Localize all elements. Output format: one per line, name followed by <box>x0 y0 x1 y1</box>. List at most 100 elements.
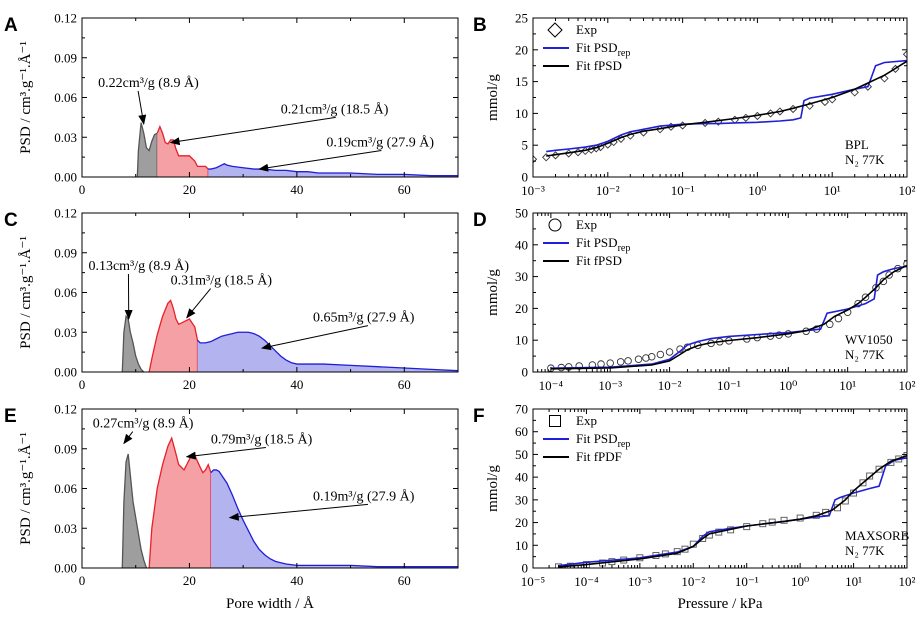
x-tick-label: 10⁻³ <box>521 183 545 198</box>
legend-label-psd-rep: Fit PSDrep <box>576 235 630 254</box>
y-tick-label: 5 <box>522 138 529 153</box>
area-blue <box>208 163 458 177</box>
panel-b: B 0 5 10 15 20 25 10⁻³ 10⁻² 10⁻¹ 10⁰ 10¹ 10² mmol/g Ex… <box>473 11 916 199</box>
y-tick-label: 30 <box>515 269 528 284</box>
x-tick-label: 10² <box>899 574 916 589</box>
exp-point <box>903 452 907 460</box>
y-tick-label: 30 <box>515 492 528 507</box>
exp-point <box>854 299 862 308</box>
y-tick-label: 0.06 <box>54 90 77 105</box>
x-tick-label: 0 <box>79 573 86 588</box>
curve-grey <box>121 314 145 372</box>
y-tick-label: 0.09 <box>54 50 77 65</box>
y-axis-label: PSD / cm³.g⁻¹.Å⁻¹ <box>18 432 34 545</box>
sample-condition: N₂ 77K <box>845 543 885 558</box>
exp-point <box>866 472 874 480</box>
y-tick-label: 0 <box>522 365 529 380</box>
x-tick-label: 10⁻² <box>681 574 705 589</box>
annotation-arrow <box>123 431 134 445</box>
panel-letter: B <box>473 15 487 36</box>
x-tick-label: 60 <box>398 377 411 392</box>
x-tick-label: 60 <box>398 182 411 197</box>
legend-label-fpsd: Fit fPSD <box>576 58 622 73</box>
area-blue <box>197 332 458 372</box>
exp-point <box>903 260 907 268</box>
x-tick-label: 10⁻⁴ <box>539 378 564 393</box>
curve-red <box>148 436 212 568</box>
annotation-label: 0.27cm³/g (8.9 Å) <box>93 416 194 432</box>
annotation-label: 0.19m³/g (27.9 Å) <box>313 488 415 504</box>
annotation-label: 0.79m³/g (18.5 Å) <box>211 431 313 447</box>
fit-psd-rep-line <box>546 59 907 153</box>
fit-fpsd-line <box>550 264 907 370</box>
legend-label-exp: Exp <box>576 22 597 37</box>
exp-point <box>841 497 849 505</box>
exp-point <box>850 88 859 97</box>
x-tick-label: 10⁰ <box>748 183 766 198</box>
y-tick-label: 0.12 <box>54 11 77 26</box>
exp-point <box>624 357 632 365</box>
curve-blue <box>197 331 458 372</box>
y-tick-label: 0.00 <box>54 365 77 380</box>
exp-point <box>880 74 889 83</box>
annotation-arrow <box>137 90 147 125</box>
y-tick-label: 50 <box>515 447 528 462</box>
plot-area <box>136 122 458 177</box>
plot-area <box>547 260 907 372</box>
panel-letter: F <box>473 406 485 427</box>
sample-condition: N₂ 77K <box>845 152 885 167</box>
x-tick-label: 10⁻¹ <box>735 574 759 589</box>
exp-point <box>902 50 907 59</box>
exp-point <box>542 153 551 162</box>
x-tick-label: 10² <box>899 183 916 198</box>
exp-point <box>609 137 618 147</box>
annotation-arrow <box>228 503 369 521</box>
y-tick-label: 40 <box>515 237 528 252</box>
annotation-arrow <box>169 116 336 146</box>
legend-label-exp: Exp <box>576 413 597 428</box>
annotation-arrow <box>186 288 212 319</box>
panel-c: C 0.00 0.03 0.06 0.09 0.12 0 20 40 60 PSD / cm³.g⁻… <box>4 206 459 392</box>
annotation-arrow <box>260 325 369 351</box>
legend-label-fpsd: Fit fPSD <box>576 253 622 268</box>
annotation-label: 0.22cm³/g (8.9 Å) <box>98 75 199 91</box>
plot-area <box>533 50 907 164</box>
y-tick-label: 10 <box>515 333 528 348</box>
x-tick-label: 10¹ <box>845 574 862 589</box>
exp-point <box>606 359 614 367</box>
y-tick-label: 70 <box>515 402 528 417</box>
annotation-label: 0.19cm³/g (27.9 Å) <box>326 135 434 151</box>
legend-label-psd-rep: Fit PSDrep <box>576 431 630 450</box>
x-tick-label: 0 <box>79 182 86 197</box>
x-tick-label: 20 <box>183 182 196 197</box>
exp-point <box>642 354 650 362</box>
x-tick-label: 40 <box>290 377 303 392</box>
y-tick-label: 20 <box>515 515 528 530</box>
plot-area <box>121 436 458 568</box>
legend-exp-marker <box>547 22 563 38</box>
annotation-label: 0.31m³/g (18.5 Å) <box>171 273 273 289</box>
panel-e: E 0.00 0.03 0.06 0.09 0.12 0 20 40 60 PSD / cm³.g⁻… <box>4 402 459 612</box>
annotation-label: 0.13cm³/g (8.9 Å) <box>88 258 189 274</box>
annotation-arrow <box>258 150 382 172</box>
y-tick-label: 0 <box>522 170 529 185</box>
panel-d: D 0 10 20 30 40 50 10⁻⁴ 10⁻³ 10⁻² 10⁻¹ 10⁰ 10¹ 10² mmo… <box>473 206 916 394</box>
x-tick-label: 10¹ <box>824 183 841 198</box>
y-tick-label: 0.03 <box>54 325 77 340</box>
y-tick-label: 0.12 <box>54 206 77 221</box>
y-tick-label: 0.00 <box>54 170 77 185</box>
x-tick-label: 10⁰ <box>791 574 809 589</box>
y-tick-label: 50 <box>515 206 528 221</box>
y-axis-label: mmol/g <box>485 269 501 316</box>
y-tick-label: 0.03 <box>54 521 77 536</box>
x-tick-label: 10⁻² <box>658 378 682 393</box>
panel-letter: E <box>4 406 17 427</box>
panel-a: A 0.00 0.03 0.06 0.09 0.12 0 20 40 60 PSD / cm³.g⁻… <box>4 11 459 197</box>
legend-exp-marker <box>549 415 561 427</box>
legend-label-psd-rep: Fit PSDrep <box>576 40 630 59</box>
curve-grey <box>121 453 148 568</box>
y-tick-label: 15 <box>515 74 528 89</box>
plot-area <box>555 452 907 568</box>
exp-point <box>647 352 656 361</box>
